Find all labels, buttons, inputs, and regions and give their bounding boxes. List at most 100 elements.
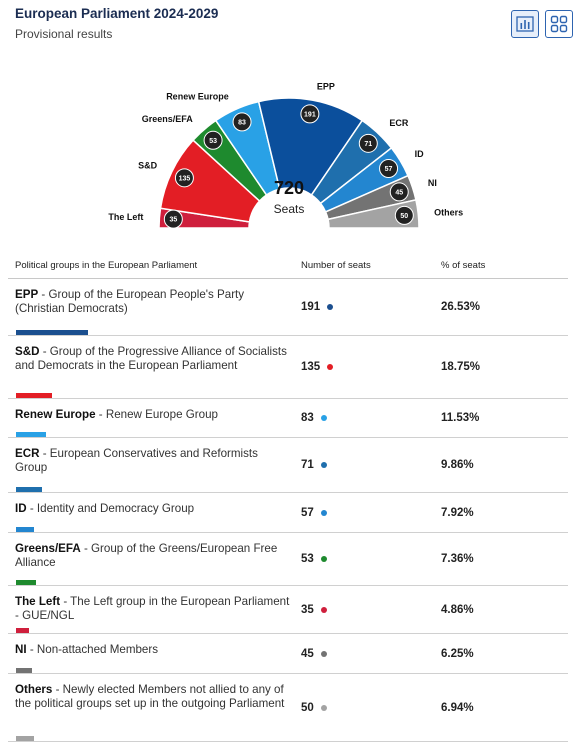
page-subtitle: Provisional results [15, 27, 113, 41]
group-abbr: EPP [15, 288, 39, 301]
table-row: NI - Non-attached Members 45 6.25% [8, 634, 568, 674]
group-cell: Greens/EFA - Group of the Greens/Europea… [8, 533, 291, 585]
seats-cell: 71 [291, 438, 431, 492]
seat-badge [379, 158, 399, 178]
group-description: - Group of the European People's Party (… [15, 288, 245, 316]
seat-badge-value: 45 [395, 189, 403, 196]
pct-value: 11.53% [441, 412, 480, 424]
pct-value: 18.75% [441, 361, 481, 373]
pct-cell: 7.92% [431, 493, 568, 532]
pct-cell: 18.75% [431, 336, 568, 398]
seats-cell: 53 [291, 533, 431, 585]
seat-badge-value: 135 [179, 175, 191, 182]
group-color-bar [16, 432, 46, 437]
seats-label: Seats [274, 202, 305, 216]
pct-value: 9.86% [441, 459, 474, 471]
table-row: EPP - Group of the European People's Par… [8, 279, 568, 336]
seat-badge [163, 209, 183, 229]
pct-cell: 26.53% [431, 279, 568, 335]
group-color-bar [16, 527, 34, 532]
pct-cell: 6.94% [431, 674, 568, 741]
group-cell: The Left - The Left group in the Europea… [8, 586, 291, 633]
table-row: S&D - Group of the Progressive Alliance … [8, 336, 568, 399]
pct-cell: 7.36% [431, 533, 568, 585]
group-description: - Identity and Democracy Group [26, 502, 195, 515]
group-abbr: ID [15, 502, 27, 515]
seats-value: 35 [301, 603, 314, 616]
group-description: - Newly elected Members not allied to an… [15, 683, 285, 711]
group-description: - Group of the Greens/European Free Alli… [15, 542, 278, 570]
seats-cell: 35 [291, 586, 431, 633]
grid-view-button[interactable] [545, 10, 573, 38]
seats-value: 71 [301, 459, 314, 471]
group-cell: ID - Identity and Democracy Group [8, 493, 291, 532]
group-color-bar [16, 628, 29, 633]
group-color-dot [320, 462, 327, 468]
seat-badge [300, 104, 320, 124]
segment-others [327, 198, 420, 229]
group-color-dot [320, 509, 327, 516]
group-description: - Non-attached Members [26, 643, 159, 656]
seats-value: 50 [301, 701, 314, 714]
seat-badge [203, 130, 223, 150]
table-row: Others - Newly elected Members not allie… [8, 674, 568, 742]
seat-badge-value: 50 [400, 213, 408, 220]
seat-badge-value: 35 [169, 217, 177, 224]
seat-badge [389, 182, 409, 202]
group-label: Renew Europe [166, 91, 229, 101]
group-color-dot [320, 606, 327, 613]
group-color-bar [16, 736, 34, 741]
group-color-dot [320, 704, 327, 711]
group-description: - The Left group in the European Parliam… [15, 595, 290, 623]
pct-value: 6.94% [441, 701, 474, 714]
seat-badge [174, 168, 194, 188]
group-abbr: ECR [15, 447, 40, 460]
group-description: - Renew Europe Group [95, 408, 218, 421]
group-abbr: Others [15, 683, 53, 696]
seats-value: 191 [301, 301, 321, 313]
group-label: EPP [317, 81, 335, 91]
pct-value: 7.92% [441, 506, 474, 519]
group-abbr: The Left [15, 595, 61, 608]
group-description: - European Conservatives and Reformists … [15, 447, 258, 475]
table-row: Renew Europe - Renew Europe Group 83 11.53… [8, 399, 568, 438]
pct-cell: 4.86% [431, 586, 568, 633]
bar-chart-icon [516, 16, 534, 32]
pct-cell: 9.86% [431, 438, 568, 492]
seats-value: 53 [301, 553, 314, 565]
table-row: Greens/EFA - Group of the Greens/Europea… [8, 533, 568, 586]
seats-cell: 50 [291, 674, 431, 741]
group-cell: EPP - Group of the European People's Par… [8, 279, 291, 335]
table-header: Political groups in the European Parliam… [8, 252, 568, 279]
seats-value: 83 [301, 412, 314, 424]
group-label: ID [415, 149, 425, 159]
table-row: ID - Identity and Democracy Group 57 7.92% [8, 493, 568, 533]
pct-cell: 11.53% [431, 399, 568, 437]
seat-badge [232, 112, 252, 132]
seats-value: 135 [301, 361, 321, 373]
group-color-bar [16, 668, 32, 673]
group-abbr: S&D [15, 345, 40, 358]
group-description: - Group of the Progressive Alliance of S… [15, 345, 287, 373]
group-label: The Left [108, 212, 143, 222]
seats-cell: 135 [291, 336, 431, 398]
chart-view-button[interactable] [511, 10, 539, 38]
seat-badge [394, 205, 414, 225]
seats-cell: 45 [291, 634, 431, 673]
group-cell: Others - Newly elected Members not allie… [8, 674, 291, 741]
group-abbr: Renew Europe [15, 408, 96, 421]
pct-value: 4.86% [441, 603, 474, 616]
seat-badge-value: 71 [364, 141, 372, 148]
header-pct: % of seats [441, 259, 486, 271]
total-seats: 720 [274, 178, 304, 198]
seats-cell: 83 [291, 399, 431, 437]
results-table: Political groups in the European Parliam… [8, 252, 568, 742]
segment-epp [257, 97, 364, 196]
group-color-dot [327, 304, 334, 310]
grid-view-icon [550, 15, 568, 33]
seats-value: 45 [301, 647, 314, 660]
group-cell: Renew Europe - Renew Europe Group [8, 399, 291, 437]
hemicycle-chart: 35 The Left 135 S&D 53 Greens/EFA 83 Renew Euro… [108, 81, 463, 229]
header-seats: Number of seats [301, 259, 371, 271]
group-color-bar [16, 393, 52, 398]
